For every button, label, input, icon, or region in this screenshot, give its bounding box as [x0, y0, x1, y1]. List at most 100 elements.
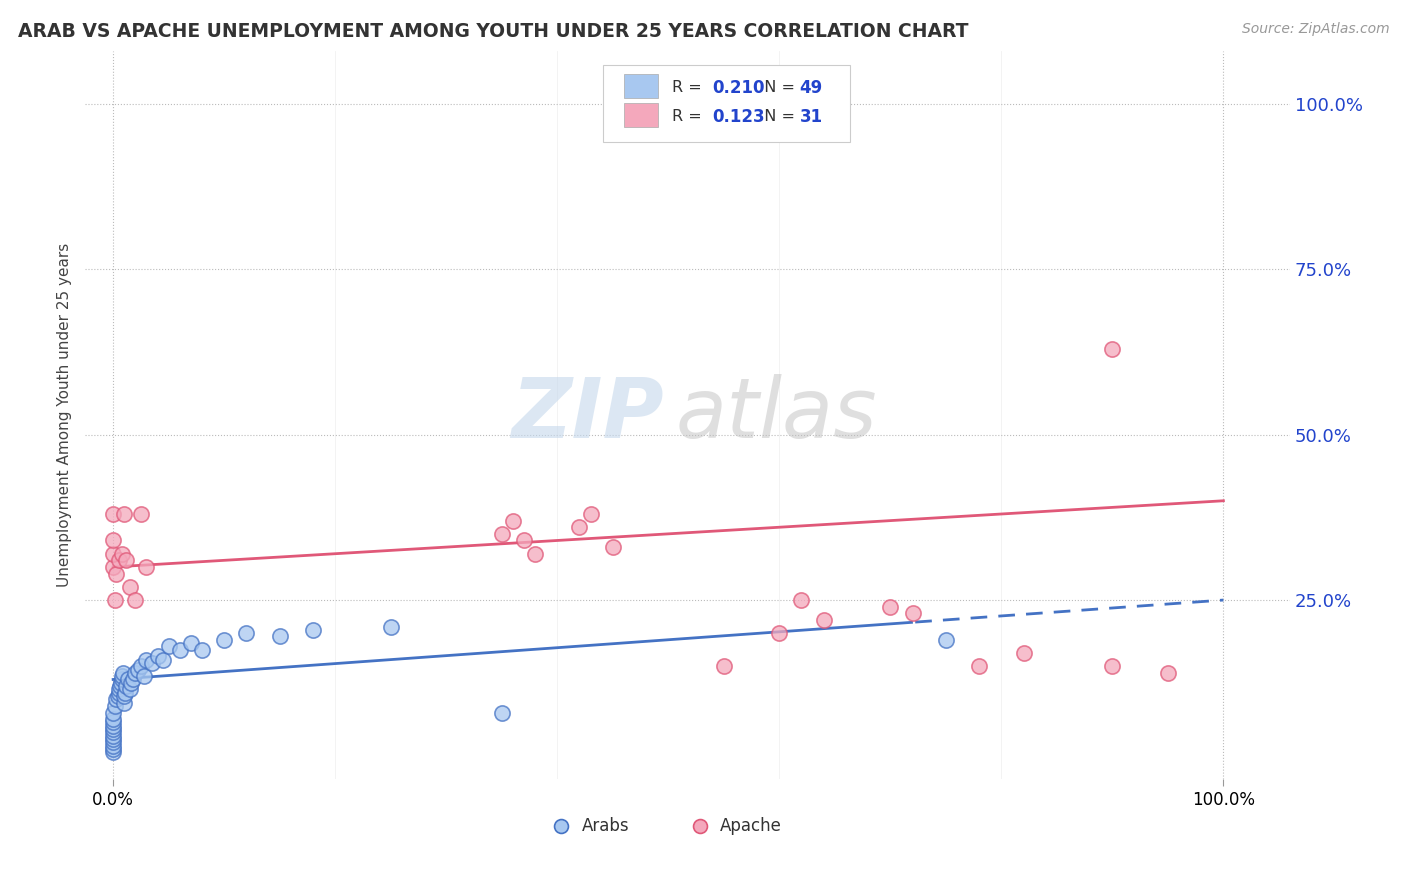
Text: ZIP: ZIP	[510, 375, 664, 455]
Point	[101, 706, 124, 720]
Point	[112, 696, 135, 710]
Point	[668, 801, 690, 815]
Point	[115, 553, 138, 567]
Bar	[624, 73, 658, 98]
Text: 0.123: 0.123	[711, 108, 765, 126]
Point	[115, 679, 138, 693]
Y-axis label: Unemployment Among Youth under 25 years: Unemployment Among Youth under 25 years	[58, 243, 72, 587]
Point	[101, 712, 124, 726]
Point	[129, 659, 152, 673]
Point	[1012, 646, 1035, 660]
Point	[101, 715, 124, 730]
Point	[935, 632, 957, 647]
Point	[108, 679, 131, 693]
Point	[118, 682, 141, 697]
Point	[302, 623, 325, 637]
Point	[169, 642, 191, 657]
Text: Apache: Apache	[720, 817, 782, 835]
Point	[901, 607, 924, 621]
Point	[101, 719, 124, 733]
Point	[112, 665, 135, 680]
Point	[579, 507, 602, 521]
Point	[118, 580, 141, 594]
Point	[107, 553, 129, 567]
Point	[127, 663, 149, 677]
Text: atlas: atlas	[676, 375, 877, 455]
Point	[813, 613, 835, 627]
Point	[111, 669, 134, 683]
Point	[104, 698, 127, 713]
Point	[135, 560, 157, 574]
Point	[101, 547, 124, 561]
Point	[212, 632, 235, 647]
Point	[790, 593, 813, 607]
Point	[122, 673, 145, 687]
Text: N =: N =	[754, 110, 800, 125]
Point	[101, 507, 124, 521]
Point	[491, 526, 513, 541]
Point	[568, 520, 591, 534]
Point	[134, 669, 156, 683]
Point	[101, 739, 124, 753]
Point	[112, 507, 135, 521]
Point	[107, 689, 129, 703]
Point	[124, 593, 146, 607]
Point	[110, 675, 132, 690]
Point	[235, 626, 257, 640]
Point	[111, 547, 134, 561]
Point	[269, 630, 291, 644]
Point	[602, 540, 624, 554]
Point	[1157, 665, 1180, 680]
Text: N =: N =	[754, 80, 800, 95]
Point	[101, 725, 124, 739]
Point	[107, 686, 129, 700]
Point	[180, 636, 202, 650]
Text: R =: R =	[672, 80, 707, 95]
FancyBboxPatch shape	[603, 65, 851, 142]
Point	[107, 682, 129, 697]
Point	[101, 729, 124, 743]
Point	[524, 547, 547, 561]
Point	[768, 626, 790, 640]
Point	[120, 675, 142, 690]
Point	[152, 652, 174, 666]
Point	[1101, 342, 1123, 356]
Point	[101, 722, 124, 736]
Point	[101, 560, 124, 574]
Point	[141, 656, 163, 670]
Text: 49: 49	[800, 78, 823, 97]
Text: Source: ZipAtlas.com: Source: ZipAtlas.com	[1241, 22, 1389, 37]
Point	[491, 706, 513, 720]
Point	[157, 640, 180, 654]
Point	[101, 735, 124, 749]
Text: ARAB VS APACHE UNEMPLOYMENT AMONG YOUTH UNDER 25 YEARS CORRELATION CHART: ARAB VS APACHE UNEMPLOYMENT AMONG YOUTH …	[18, 22, 969, 41]
Point	[713, 659, 735, 673]
Point	[502, 514, 524, 528]
Point	[112, 689, 135, 703]
Point	[105, 692, 128, 706]
Text: Arabs: Arabs	[582, 817, 630, 835]
Point	[135, 652, 157, 666]
Point	[105, 566, 128, 581]
Point	[101, 732, 124, 747]
Point	[191, 642, 214, 657]
Point	[114, 686, 136, 700]
Point	[1101, 659, 1123, 673]
Text: 0.210: 0.210	[711, 78, 765, 97]
Point	[967, 659, 990, 673]
Text: R =: R =	[672, 110, 707, 125]
Point	[380, 619, 402, 633]
Point	[101, 742, 124, 756]
Point	[101, 745, 124, 759]
Point	[146, 649, 169, 664]
Point	[104, 593, 127, 607]
Bar	[624, 103, 658, 128]
Text: 31: 31	[800, 108, 823, 126]
Point	[124, 665, 146, 680]
Point	[540, 801, 562, 815]
Point	[111, 673, 134, 687]
Point	[513, 533, 536, 548]
Point	[879, 599, 901, 614]
Point	[129, 507, 152, 521]
Point	[101, 533, 124, 548]
